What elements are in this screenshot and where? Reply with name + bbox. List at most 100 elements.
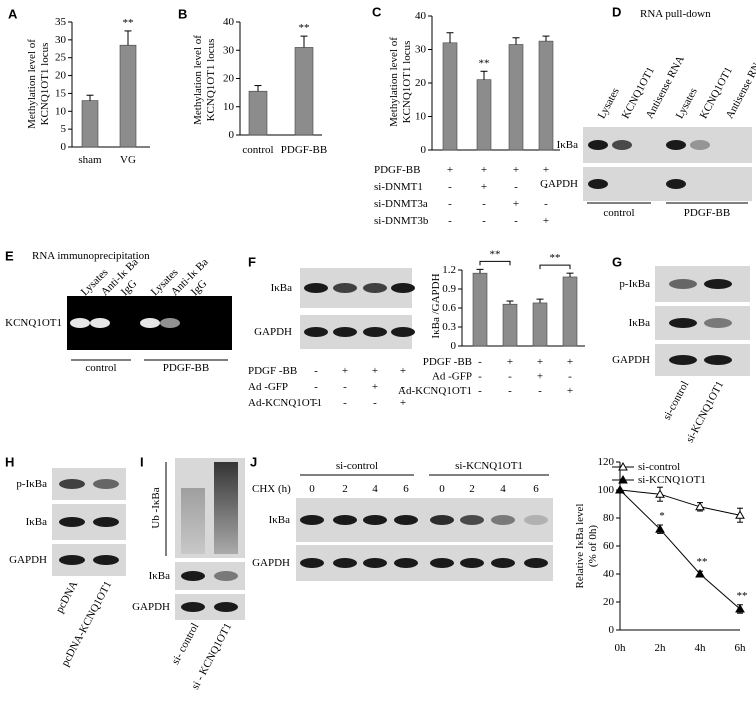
y-tick-label: 20 (415, 77, 427, 89)
panel-letter: B (178, 7, 187, 22)
band (363, 558, 387, 568)
band (669, 279, 697, 289)
band (394, 558, 418, 568)
band (391, 283, 415, 293)
data-point (615, 484, 625, 494)
lane-label: Lysates (674, 86, 700, 121)
series-line (619, 489, 741, 610)
bar (81, 100, 99, 148)
y-axis-label: Methylation level of (388, 37, 400, 127)
band (59, 517, 85, 527)
y-tick-label: 100 (598, 484, 615, 496)
band (333, 558, 357, 568)
treatment-sign: + (537, 371, 543, 383)
treatment-sign: + (543, 164, 549, 176)
x-tick-label: sham (78, 154, 102, 166)
treatment-sign: + (537, 356, 543, 368)
lane-label: 0 (439, 483, 445, 495)
treatment-label: Ad -GFP (432, 371, 472, 383)
band (59, 479, 85, 489)
y-axis-label: KCNQ1OT1 locus (205, 39, 217, 122)
band (363, 327, 387, 337)
band (214, 602, 238, 612)
bar (442, 42, 458, 151)
band (704, 318, 732, 328)
group-label: PDGF-BB (684, 207, 730, 219)
treatment-sign: - (508, 371, 512, 383)
y-axis-label: KCNQ1OT1 locus (39, 43, 51, 126)
treatment-sign: - (448, 198, 452, 210)
bar (476, 79, 492, 151)
y-tick-label: 1.2 (442, 264, 456, 276)
row-label: KCNQ1OT1 (5, 317, 62, 329)
band (460, 558, 484, 568)
treatment-sign: - (314, 381, 318, 393)
band (430, 515, 454, 525)
x-tick-label: control (242, 144, 273, 156)
panel-letter: J (250, 455, 257, 470)
panel-letter: G (612, 255, 622, 270)
significance-bracket (539, 264, 571, 270)
treatment-sign: - (482, 215, 486, 227)
band (363, 283, 387, 293)
treatment-sign: - (544, 198, 548, 210)
group-label: control (603, 207, 634, 219)
treatment-sign: - (478, 385, 482, 397)
band (460, 515, 484, 525)
panel-letter: H (5, 455, 14, 470)
group-label: si-control (336, 460, 378, 472)
y-tick-label: 0.9 (442, 283, 456, 295)
y-axis-label: IκBa /GAPDH (430, 273, 442, 338)
lane-label: 6 (533, 483, 539, 495)
treatment-sign: - (508, 385, 512, 397)
band (669, 318, 697, 328)
lane-label: Lysates (596, 86, 622, 121)
y-axis-label: (% of 0h) (587, 525, 599, 567)
band (93, 479, 119, 489)
band (430, 558, 454, 568)
y-tick-label: 20 (55, 70, 67, 82)
x-tick-label: 6h (735, 642, 747, 654)
y-tick-label: 30 (55, 34, 67, 46)
lane-label: 0 (309, 483, 315, 495)
lane-label: pcDNA (54, 579, 81, 615)
y-axis-label: Methylation level of (26, 39, 38, 129)
smear (181, 488, 205, 554)
lane-label: 2 (469, 483, 475, 495)
treatment-sign: - (343, 381, 347, 393)
panel-letter: F (248, 255, 256, 270)
treatment-sign: + (400, 365, 406, 377)
row-label: IκBa (629, 317, 651, 329)
x-tick-label: 4h (695, 642, 707, 654)
band (90, 318, 110, 328)
treatment-sign: - (568, 371, 572, 383)
y-tick-label: 20 (223, 73, 235, 85)
y-tick-label: 80 (603, 512, 615, 524)
band (333, 327, 357, 337)
treatment-label: si-DNMT3b (374, 215, 429, 227)
band (704, 279, 732, 289)
row-label: GAPDH (540, 178, 578, 190)
y-tick-label: 0 (451, 340, 457, 352)
lane-label: si- control (170, 621, 202, 666)
row-label: p-IκBa (16, 478, 47, 490)
bar (532, 302, 548, 347)
treatment-sign: - (373, 397, 377, 409)
band (491, 558, 515, 568)
significance-mark: ** (299, 22, 310, 34)
row-label: GAPDH (252, 557, 290, 569)
row-label: IκBa (149, 570, 171, 582)
band (333, 283, 357, 293)
band (333, 515, 357, 525)
treatment-sign: - (478, 356, 482, 368)
y-axis-label: KCNQ1OT1 locus (401, 41, 413, 124)
treatment-sign: + (447, 164, 453, 176)
treatment-sign: + (400, 397, 406, 409)
panel-title: RNA pull-down (640, 8, 711, 20)
treatment-label: PDGF-BB (374, 164, 420, 176)
x-tick-label: VG (120, 154, 136, 166)
lane-label: si-control (661, 379, 691, 422)
bar (562, 276, 578, 347)
band (690, 140, 710, 150)
legend-marker (618, 461, 628, 471)
